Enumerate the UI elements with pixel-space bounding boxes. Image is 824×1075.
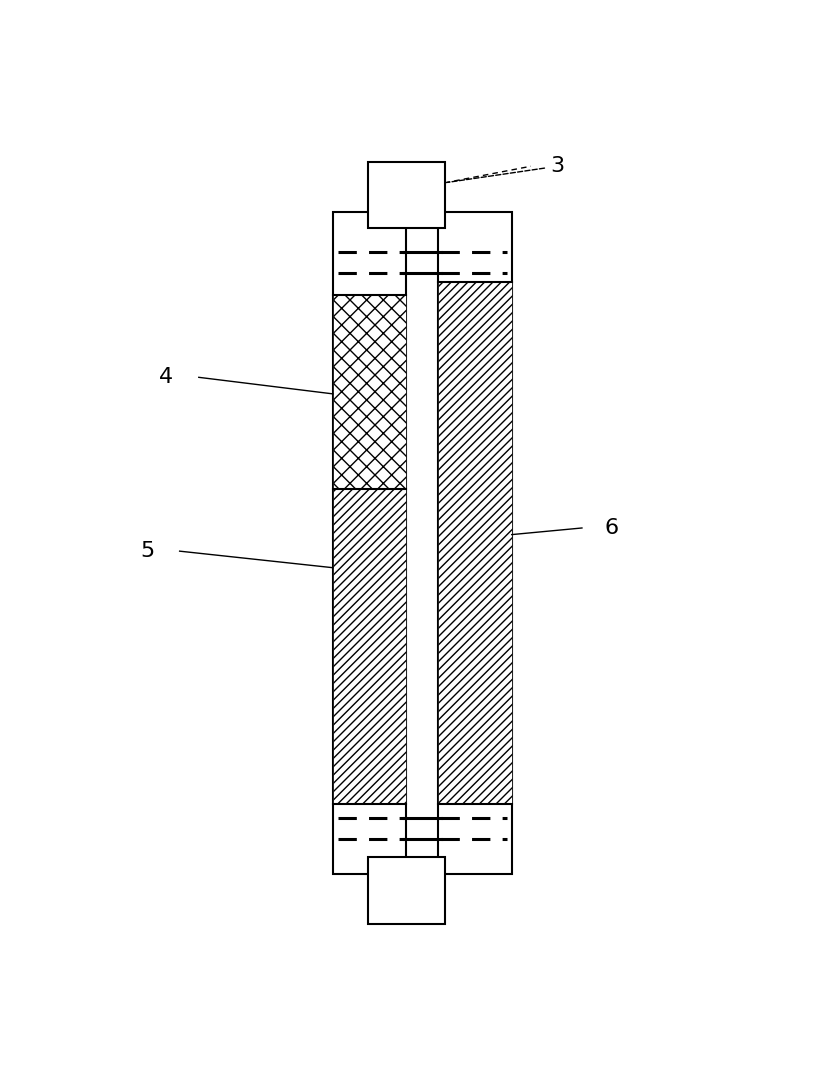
Bar xyxy=(333,489,406,804)
Bar xyxy=(438,212,512,874)
Bar xyxy=(333,295,406,489)
Text: 5: 5 xyxy=(140,541,154,561)
Bar xyxy=(333,212,406,874)
Text: 4: 4 xyxy=(159,368,173,387)
Bar xyxy=(368,162,445,228)
Text: 6: 6 xyxy=(604,518,619,538)
Bar xyxy=(438,282,512,804)
Text: 3: 3 xyxy=(447,156,564,183)
Bar xyxy=(368,858,445,923)
